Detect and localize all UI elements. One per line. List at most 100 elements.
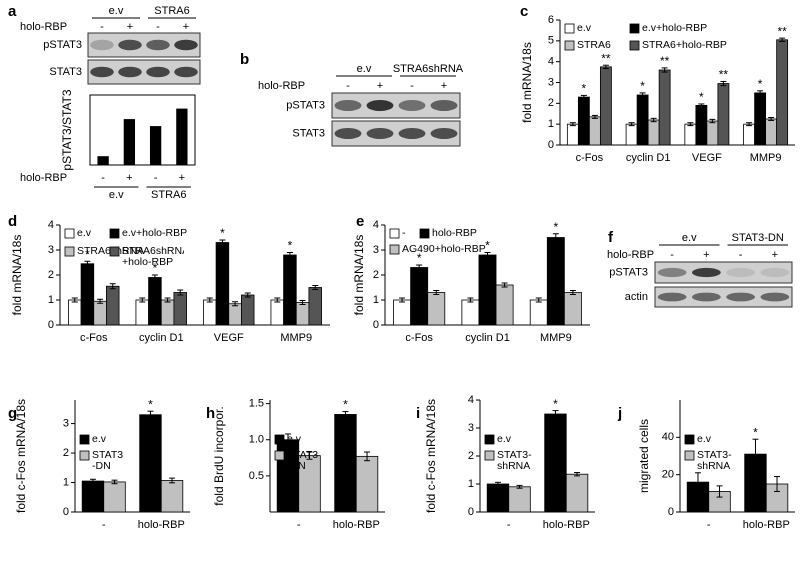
band (760, 267, 790, 278)
bar (103, 481, 126, 513)
significance-mark: * (485, 239, 490, 253)
bar (139, 414, 162, 513)
blot-row-label: actin (625, 291, 648, 303)
bar (97, 156, 109, 166)
bar (160, 299, 175, 326)
band (398, 128, 426, 139)
significance-mark: ** (719, 68, 729, 82)
legend-entry: e.v (577, 23, 591, 34)
legend-swatch (389, 244, 400, 255)
x-tick-label: - (102, 519, 106, 531)
blot-strip (654, 261, 793, 284)
legend-label: e.v (287, 434, 302, 445)
band (657, 267, 687, 278)
band (146, 39, 170, 51)
group-label: e.v (109, 189, 124, 201)
y-tick-label: 0.5 (249, 470, 264, 482)
band (398, 100, 426, 111)
legend-entry: STRA6+holo-RBP (642, 40, 727, 51)
bar (241, 294, 255, 326)
bar (106, 285, 120, 326)
y-tick-label: 1 (548, 118, 554, 130)
legend-entry: STRA6 (577, 40, 611, 51)
significance-mark: * (153, 261, 158, 275)
x-tick-label: VEGF (214, 332, 244, 344)
bar (544, 413, 567, 513)
x-tick-label: - (101, 172, 105, 184)
x-tick-label: holo-RBP (138, 519, 185, 531)
band (90, 39, 114, 51)
treatment-label: holo-RBP (258, 80, 305, 92)
y-tick-label: 3 (548, 76, 554, 88)
bar (658, 69, 671, 146)
bar (546, 237, 565, 326)
blot-row-label: STAT3 (49, 66, 82, 78)
bar (754, 92, 767, 146)
significance-mark: ** (777, 24, 787, 38)
legend-swatch (64, 246, 75, 257)
y-tick-label: 3 (63, 417, 69, 429)
band (174, 66, 198, 78)
y-tick-label: 3 (373, 244, 379, 256)
bar (308, 287, 322, 326)
x-tick-label: cyclin D1 (626, 152, 671, 164)
bar (135, 299, 149, 326)
lane-label: - (156, 21, 160, 33)
bar (355, 455, 379, 513)
blot-group-label: STRA6shRNA (393, 63, 464, 75)
lane-label: + (127, 21, 133, 33)
y-tick-label: 2 (548, 97, 554, 109)
blot-row-label: pSTAT3 (286, 99, 325, 111)
bar (176, 108, 188, 166)
significance-mark: * (85, 247, 90, 261)
blot-row-label: pSTAT3 (609, 266, 648, 278)
bar (636, 94, 649, 146)
y-tick-label: 40 (662, 431, 674, 443)
lane-label: - (410, 80, 414, 92)
panel-label: j (617, 405, 622, 422)
lane-label: - (670, 249, 674, 261)
significance-mark: * (148, 397, 153, 411)
band (657, 292, 687, 302)
x-tick-label: - (507, 519, 511, 531)
legend-swatch (109, 246, 120, 257)
x-tick-label: c-Fos (405, 332, 433, 344)
legend-entry: e.v+holo-RBP (642, 23, 707, 34)
legend-entry: e.v (697, 434, 711, 445)
blot-group-label: e.v (357, 63, 372, 75)
panel-label: a (8, 3, 17, 20)
bar (577, 96, 590, 146)
legend-entry: AG490+holo-RBP (402, 244, 486, 255)
legend-label: STAT3 -DN (92, 450, 124, 472)
legend-entry: e.v (287, 434, 302, 445)
x-tick-label: MMP9 (280, 332, 312, 344)
significance-mark: ** (601, 51, 611, 65)
x-tick-label: VEGF (692, 152, 722, 164)
y-tick-label: 1 (63, 476, 69, 488)
lane-label: - (100, 21, 104, 33)
legend-label: STAT3 -DN (287, 450, 319, 472)
y-tick-label: 0 (548, 139, 554, 151)
y-tick-label: 0 (48, 319, 54, 331)
bar (566, 123, 579, 146)
y-tick-label: 0 (63, 506, 69, 518)
y-tick-label: 0 (668, 506, 674, 518)
legend-label: STRA6 (577, 40, 611, 51)
band (430, 100, 458, 111)
panel-label: h (206, 405, 215, 422)
bar (203, 299, 217, 326)
panel-label: d (8, 213, 17, 230)
legend-swatch (629, 23, 640, 34)
bar (295, 302, 310, 326)
y-tick-label: 1.0 (249, 434, 264, 446)
lane-label: + (377, 80, 383, 92)
y-tick-label: 1 (468, 478, 474, 490)
panel-label: c (520, 3, 528, 20)
x-tick-label: c-Fos (576, 152, 604, 164)
significance-mark: * (288, 239, 293, 253)
bar (529, 299, 548, 326)
legend-label: holo-RBP (432, 228, 477, 239)
x-tick-label: - (707, 519, 711, 531)
group-label: STRA6 (151, 189, 186, 201)
